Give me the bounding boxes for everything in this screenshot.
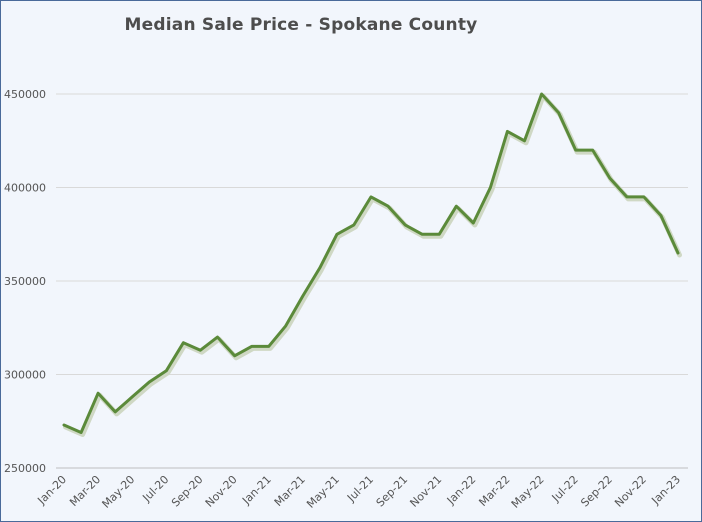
y-tick-label: 350000 (4, 275, 46, 288)
x-tick-label: Sep-21 (374, 473, 411, 510)
x-tick-label: Sep-20 (169, 473, 206, 510)
data-point (80, 431, 82, 434)
x-tick-label: Sep-22 (578, 473, 615, 510)
data-point (182, 342, 184, 344)
data-point (438, 233, 440, 235)
y-tick-label: 250000 (4, 462, 46, 475)
y-tick-label: 400000 (4, 182, 46, 195)
x-tick-label: Jul-21 (344, 473, 376, 505)
x-tick-label: Mar-22 (476, 473, 512, 509)
data-point (677, 252, 679, 254)
data-point (319, 267, 321, 269)
data-point (489, 186, 491, 189)
data-point (131, 396, 133, 398)
series-layer (62, 92, 682, 437)
grid-lines (56, 93, 688, 469)
x-tick-label: May-20 (100, 473, 138, 511)
data-point (251, 345, 253, 347)
data-point (575, 149, 577, 151)
data-point (114, 411, 116, 413)
data-point (165, 370, 167, 372)
data-point (643, 196, 645, 198)
x-tick-label: Jan-20 (35, 473, 70, 508)
data-point (353, 224, 355, 226)
data-point (541, 93, 543, 95)
y-tick-label: 450000 (4, 88, 46, 101)
data-point (404, 224, 406, 226)
x-tick-label: Nov-21 (407, 473, 444, 510)
data-point (216, 336, 219, 338)
data-point (592, 149, 594, 151)
data-point (455, 205, 457, 207)
x-tick-label: May-21 (304, 473, 342, 511)
data-point (472, 222, 474, 224)
x-tick-label: Jan-21 (239, 473, 274, 508)
x-tick-label: Jan-23 (649, 473, 684, 508)
data-point (97, 392, 99, 394)
data-point (336, 233, 338, 235)
y-tick-label: 300000 (4, 369, 46, 382)
data-point (506, 130, 508, 132)
x-tick-label: May-22 (509, 473, 547, 511)
y-axis-ticks: 250000 300000 350000 400000 450000 (4, 88, 46, 475)
x-tick-label: Mar-21 (272, 473, 308, 509)
x-tick-label: Jul-20 (139, 473, 171, 505)
series-line-shadow (63, 93, 682, 437)
x-tick-label: Mar-20 (67, 473, 103, 509)
data-point (268, 345, 270, 347)
x-tick-label: Nov-20 (203, 473, 240, 510)
x-tick-label: Jul-22 (549, 473, 581, 505)
data-point (370, 196, 372, 198)
chart-title: Median Sale Price - Spokane County (124, 15, 478, 35)
data-point (421, 233, 423, 235)
data-point (387, 205, 389, 207)
data-point (609, 177, 611, 179)
data-point (148, 381, 150, 383)
data-point (558, 112, 560, 114)
data-point (626, 196, 628, 198)
data-point (63, 424, 65, 426)
data-point (234, 355, 236, 357)
data-point (285, 325, 287, 327)
data-point (660, 214, 662, 217)
data-point (523, 140, 526, 142)
data-point (302, 295, 304, 297)
x-tick-label: Jan-22 (444, 473, 479, 508)
data-point (199, 349, 201, 351)
x-tick-label: Nov-22 (612, 473, 649, 510)
